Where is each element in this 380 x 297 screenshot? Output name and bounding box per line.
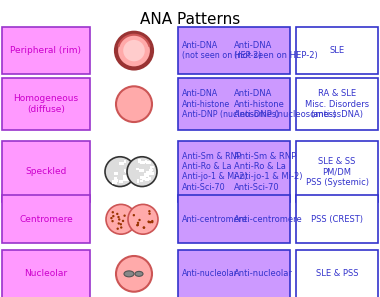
Text: ANA Patterns: ANA Patterns: [140, 12, 240, 27]
FancyBboxPatch shape: [149, 172, 154, 175]
Text: Anti-DNA
Anti-histone
Anti-DNP (nucleosomes): Anti-DNA Anti-histone Anti-DNP (nucleoso…: [182, 89, 279, 119]
Circle shape: [112, 211, 114, 214]
FancyBboxPatch shape: [2, 195, 90, 243]
Circle shape: [120, 226, 122, 229]
FancyBboxPatch shape: [2, 250, 90, 297]
FancyBboxPatch shape: [138, 159, 141, 162]
Text: Anti-centromere: Anti-centromere: [182, 215, 248, 224]
Text: Anti-DNA
(not seen on HEP-2): Anti-DNA (not seen on HEP-2): [234, 41, 318, 60]
FancyBboxPatch shape: [137, 179, 139, 183]
FancyBboxPatch shape: [114, 177, 117, 181]
FancyBboxPatch shape: [296, 250, 378, 297]
Circle shape: [116, 33, 152, 69]
FancyBboxPatch shape: [127, 178, 131, 180]
Circle shape: [116, 213, 119, 215]
Circle shape: [142, 226, 145, 229]
Text: Homogeneous
(diffuse): Homogeneous (diffuse): [13, 94, 79, 114]
Circle shape: [151, 221, 154, 223]
Circle shape: [137, 224, 139, 226]
Text: Nucleolar: Nucleolar: [24, 269, 68, 278]
Text: SLE & PSS: SLE & PSS: [316, 269, 358, 278]
Text: Anti-DNA
Anti-histone
Anti-DNP (nucleosomes): Anti-DNA Anti-histone Anti-DNP (nucleoso…: [234, 89, 336, 119]
Circle shape: [129, 215, 131, 218]
FancyBboxPatch shape: [178, 195, 290, 243]
Circle shape: [133, 214, 135, 217]
Circle shape: [117, 222, 120, 225]
FancyBboxPatch shape: [149, 169, 154, 171]
Text: Anti-Sm & RNP
Anti-Ro & La
Anti-jo-1 & Mi-2)
Anti-Sci-70: Anti-Sm & RNP Anti-Ro & La Anti-jo-1 & M…: [234, 151, 302, 192]
Text: Speckled: Speckled: [25, 167, 66, 176]
FancyBboxPatch shape: [2, 27, 90, 75]
FancyBboxPatch shape: [148, 177, 151, 180]
Circle shape: [116, 256, 152, 292]
FancyBboxPatch shape: [124, 178, 128, 181]
FancyBboxPatch shape: [126, 176, 128, 179]
FancyBboxPatch shape: [112, 180, 117, 184]
FancyBboxPatch shape: [125, 170, 127, 173]
Text: SLE: SLE: [329, 46, 345, 55]
FancyBboxPatch shape: [296, 27, 378, 75]
Circle shape: [149, 221, 152, 223]
FancyBboxPatch shape: [114, 172, 118, 175]
Circle shape: [117, 216, 120, 218]
Text: Anti-nucleolar: Anti-nucleolar: [234, 269, 293, 278]
Text: Peripheral (rim): Peripheral (rim): [11, 46, 81, 55]
FancyBboxPatch shape: [2, 78, 90, 130]
FancyBboxPatch shape: [296, 141, 378, 203]
FancyBboxPatch shape: [146, 174, 149, 177]
FancyBboxPatch shape: [150, 165, 154, 168]
FancyBboxPatch shape: [123, 178, 125, 181]
FancyBboxPatch shape: [178, 27, 290, 75]
Circle shape: [116, 86, 152, 122]
FancyBboxPatch shape: [296, 195, 378, 243]
Text: Centromere: Centromere: [19, 215, 73, 224]
Text: Anti-centromere: Anti-centromere: [234, 215, 303, 224]
FancyBboxPatch shape: [124, 160, 126, 163]
FancyBboxPatch shape: [145, 160, 147, 163]
Ellipse shape: [135, 271, 143, 276]
Circle shape: [128, 204, 158, 234]
FancyBboxPatch shape: [150, 168, 152, 172]
FancyBboxPatch shape: [126, 178, 131, 180]
FancyBboxPatch shape: [2, 141, 90, 203]
Ellipse shape: [124, 271, 134, 277]
FancyBboxPatch shape: [125, 178, 130, 181]
Circle shape: [106, 204, 136, 234]
FancyBboxPatch shape: [145, 178, 149, 181]
Circle shape: [120, 223, 122, 225]
Circle shape: [148, 212, 151, 215]
Text: Anti-Sm & RNP
Anti-Ro & La
Anti-jo-1 & Mi-2)
Anti-Sci-70: Anti-Sm & RNP Anti-Ro & La Anti-jo-1 & M…: [182, 151, 247, 192]
Text: Anti-DNA
(not seen on HEP-2): Anti-DNA (not seen on HEP-2): [182, 41, 261, 60]
Circle shape: [112, 215, 114, 217]
FancyBboxPatch shape: [178, 141, 290, 203]
Circle shape: [124, 214, 126, 217]
Circle shape: [110, 217, 112, 219]
FancyBboxPatch shape: [141, 176, 143, 179]
Text: Anti-nucleolar: Anti-nucleolar: [182, 269, 238, 278]
FancyBboxPatch shape: [124, 169, 126, 172]
FancyBboxPatch shape: [119, 162, 124, 165]
FancyBboxPatch shape: [144, 173, 147, 176]
Circle shape: [127, 157, 157, 187]
Circle shape: [148, 221, 150, 223]
Circle shape: [117, 228, 119, 230]
Circle shape: [123, 40, 145, 61]
FancyBboxPatch shape: [146, 161, 151, 164]
FancyBboxPatch shape: [139, 169, 144, 172]
Circle shape: [143, 226, 145, 229]
Text: RA & SLE
Misc. Disorders
(anti-ssDNA): RA & SLE Misc. Disorders (anti-ssDNA): [305, 89, 369, 119]
FancyBboxPatch shape: [140, 161, 145, 164]
Circle shape: [138, 219, 141, 221]
FancyBboxPatch shape: [142, 176, 146, 180]
Text: PSS (CREST): PSS (CREST): [311, 215, 363, 224]
FancyBboxPatch shape: [146, 171, 151, 175]
FancyBboxPatch shape: [178, 250, 290, 297]
Circle shape: [147, 220, 150, 223]
Circle shape: [111, 220, 114, 222]
Circle shape: [118, 218, 120, 221]
Circle shape: [137, 222, 139, 224]
Circle shape: [151, 220, 154, 222]
Text: SLE & SS
PM/DM
PSS (Systemic): SLE & SS PM/DM PSS (Systemic): [306, 157, 369, 187]
FancyBboxPatch shape: [123, 175, 127, 178]
Circle shape: [105, 157, 135, 187]
